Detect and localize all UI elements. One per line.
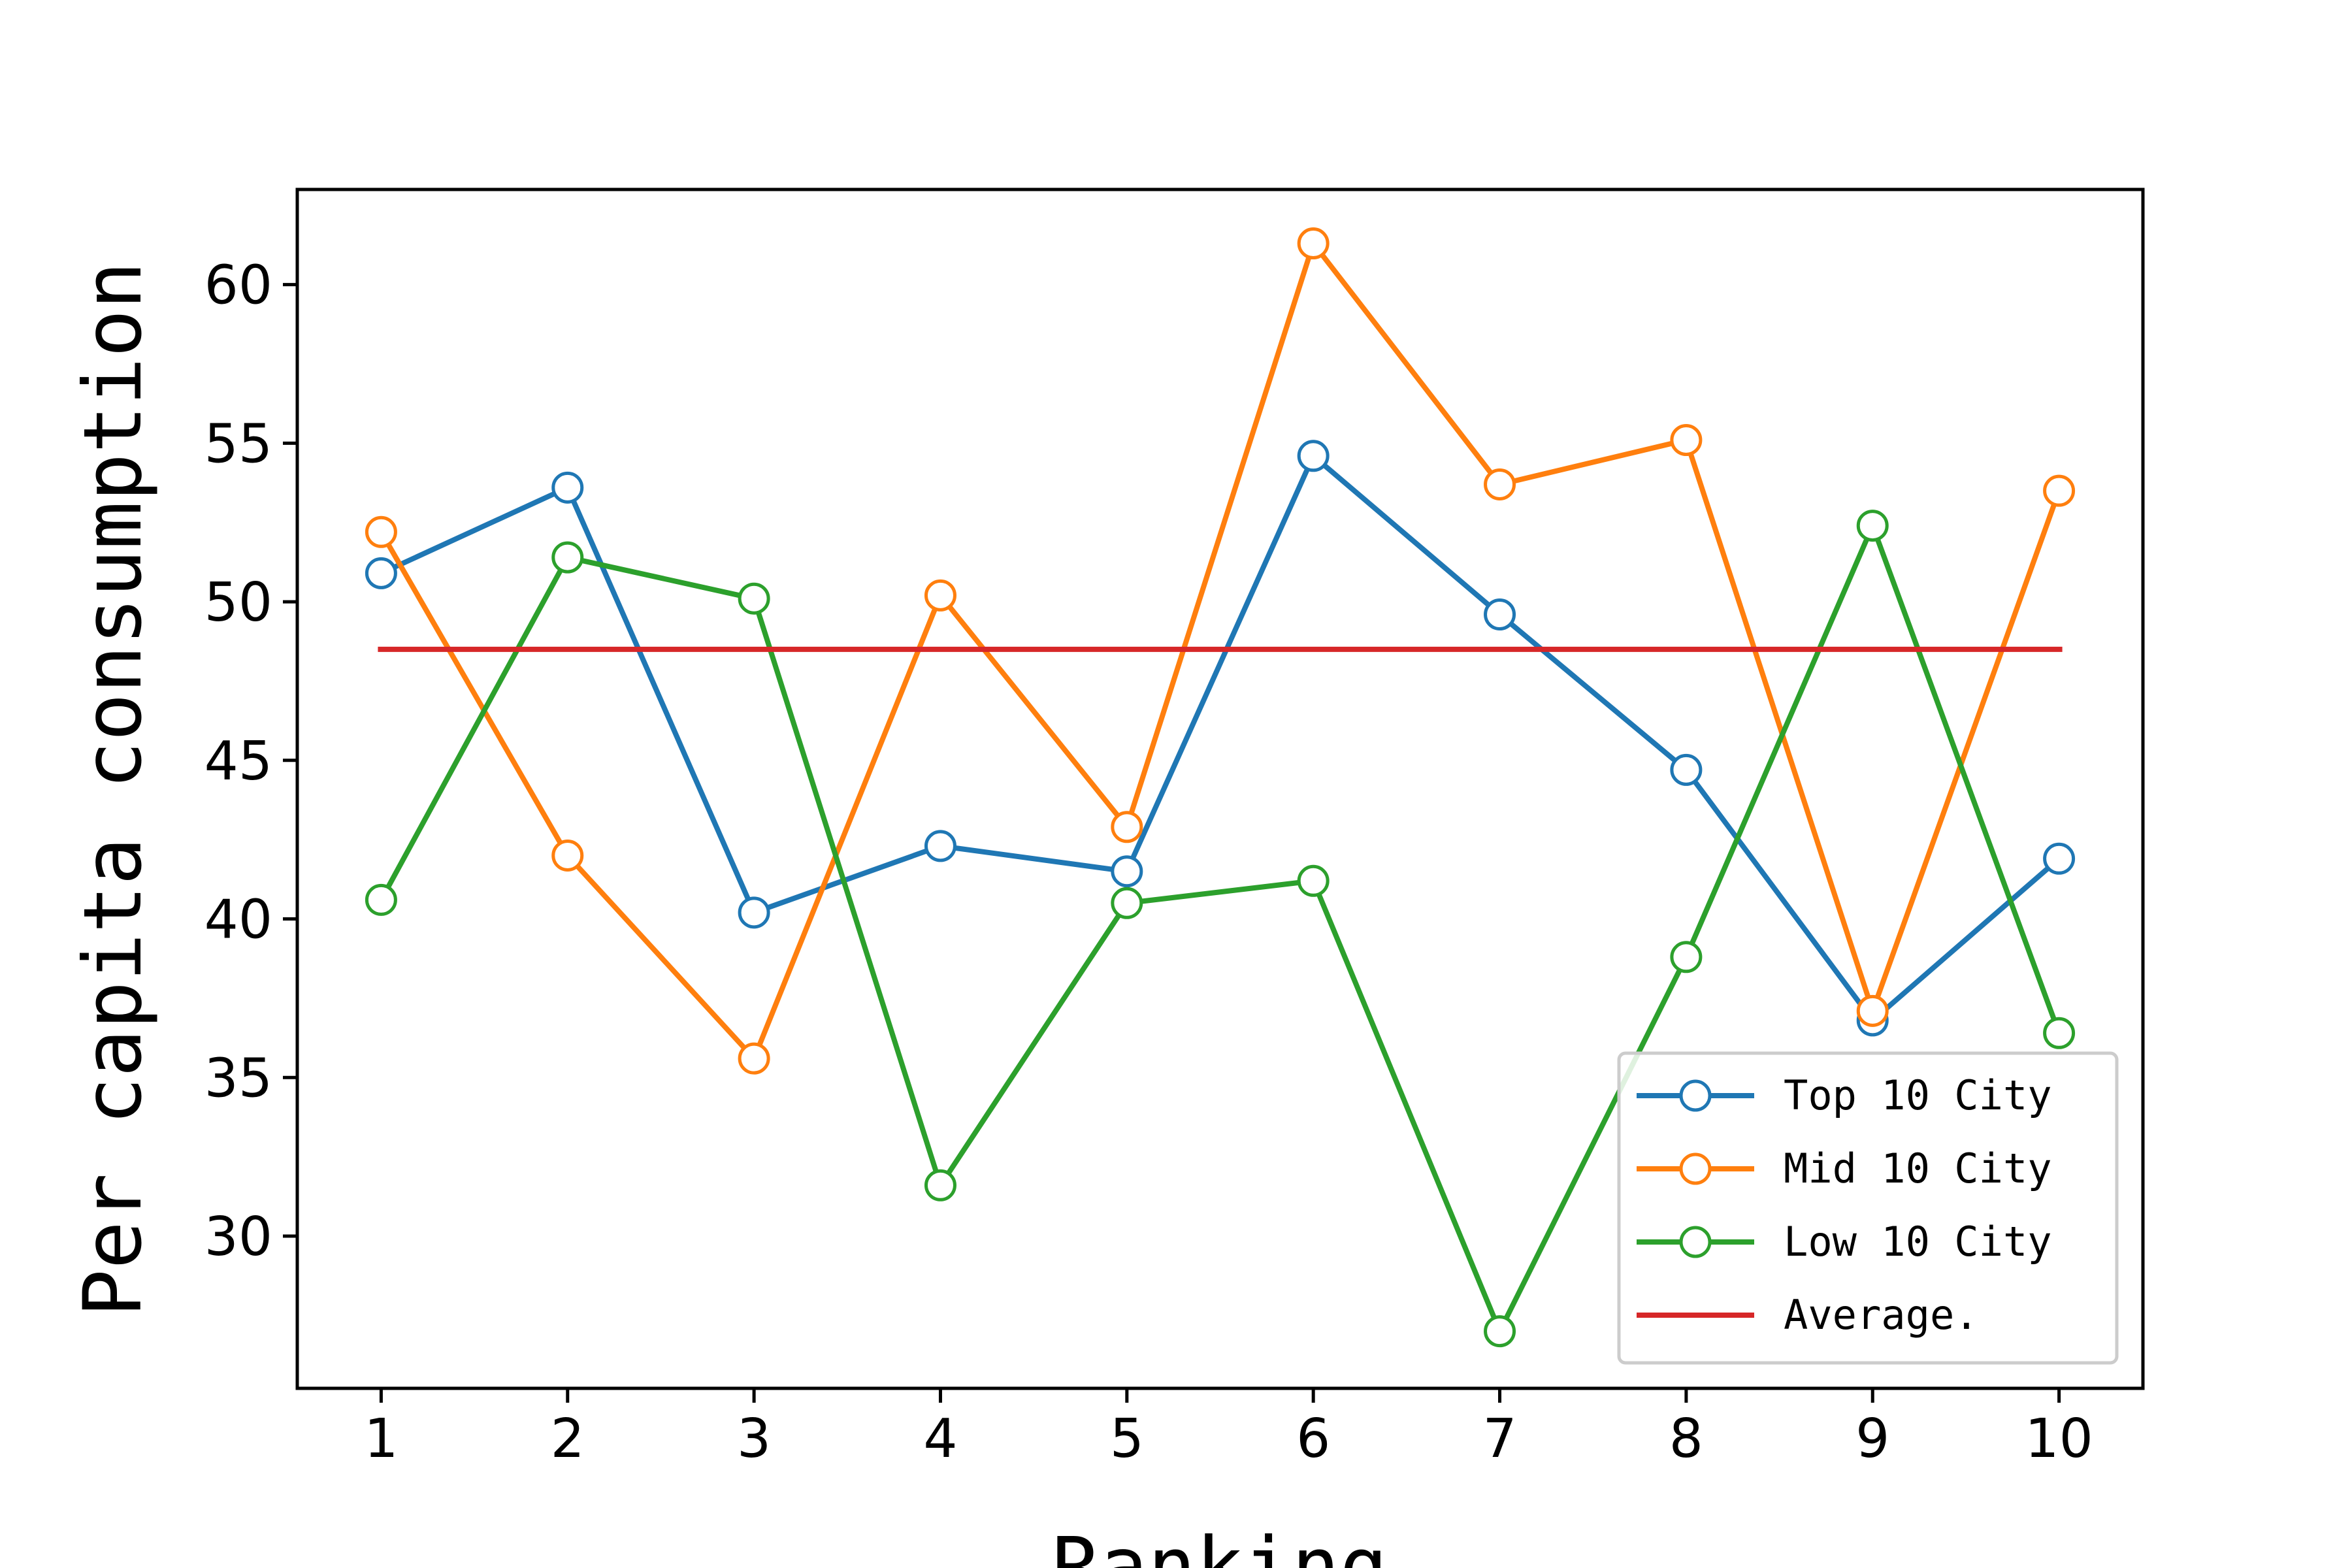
data-point-low-10-city (1856, 510, 1889, 542)
legend: Top 10 City Mid 10 City Low 10 City Average… (1617, 1051, 2119, 1365)
data-point-mid-10-city (738, 1042, 770, 1075)
data-point-top-10-city (1670, 753, 1703, 786)
data-point-mid-10-city (1670, 424, 1703, 457)
data-point-top-10-city (1297, 440, 1330, 472)
y-tick-label: 30 (204, 1206, 272, 1268)
x-axis: 1 2 3 4 5 6 7 8 9 10 (364, 1388, 2093, 1470)
data-point-low-10-city (924, 1169, 956, 1201)
legend-label-low-10-city: Low 10 City (1784, 1218, 2052, 1266)
x-tick-label: 2 (551, 1408, 585, 1470)
y-axis: 30 35 40 45 50 55 60 (204, 255, 297, 1268)
x-tick-label: 10 (2025, 1408, 2093, 1470)
data-point-low-10-city (738, 582, 770, 615)
x-axis-title: Ranking (1052, 1520, 1388, 1568)
y-tick-label: 55 (204, 413, 272, 475)
legend-label-top-10-city: Top 10 City (1784, 1071, 2052, 1119)
legend-marker-top-10-city (1679, 1079, 1712, 1112)
legend-label-mid-10-city: Mid 10 City (1784, 1145, 2052, 1192)
x-tick-label: 1 (364, 1408, 398, 1470)
data-point-top-10-city (1111, 855, 1143, 888)
legend-box (1617, 1051, 2119, 1365)
data-point-mid-10-city (2043, 474, 2076, 507)
data-point-low-10-city (1484, 1315, 1516, 1348)
data-point-top-10-city (924, 830, 956, 862)
data-point-low-10-city (551, 541, 584, 574)
x-tick-label: 9 (1855, 1408, 1889, 1470)
y-tick-label: 35 (204, 1047, 272, 1109)
data-point-top-10-city (2043, 842, 2076, 875)
data-point-top-10-city (1484, 598, 1516, 631)
series-layer (365, 227, 2076, 1348)
data-point-low-10-city (365, 883, 397, 916)
data-point-mid-10-city (1297, 227, 1330, 260)
data-point-low-10-city (1670, 941, 1703, 973)
x-tick-label: 6 (1296, 1408, 1330, 1470)
series-line-top-10-city (380, 453, 2061, 1023)
series-line-mid-10-city (378, 240, 2062, 1062)
y-tick-label: 40 (204, 889, 272, 951)
data-point-low-10-city (1297, 864, 1330, 897)
data-point-mid-10-city (1111, 811, 1143, 843)
data-point-low-10-city (2043, 1017, 2076, 1049)
data-point-mid-10-city (365, 515, 397, 548)
x-tick-label: 5 (1110, 1408, 1144, 1470)
data-point-top-10-city (365, 557, 397, 589)
data-point-mid-10-city (1484, 468, 1516, 500)
data-point-mid-10-city (1856, 994, 1889, 1027)
data-point-top-10-city (551, 471, 584, 504)
data-point-low-10-city (1111, 887, 1143, 919)
x-tick-label: 8 (1669, 1408, 1703, 1470)
y-tick-label: 45 (204, 730, 272, 792)
data-point-mid-10-city (551, 839, 584, 872)
data-point-top-10-city (738, 896, 770, 929)
series-line-low-10-city (378, 523, 2062, 1334)
plot-frame (295, 188, 2145, 1390)
y-axis-title: Per capita consumption (67, 261, 159, 1317)
y-tick-label: 50 (204, 572, 272, 634)
legend-marker-mid-10-city (1679, 1152, 1712, 1185)
legend-label-average: Average. (1784, 1291, 1979, 1339)
data-point-mid-10-city (924, 579, 956, 612)
y-tick-label: 60 (204, 255, 272, 317)
legend-marker-low-10-city (1679, 1226, 1712, 1258)
x-tick-label: 7 (1482, 1408, 1516, 1470)
x-tick-label: 3 (737, 1408, 771, 1470)
x-tick-label: 4 (923, 1408, 957, 1470)
